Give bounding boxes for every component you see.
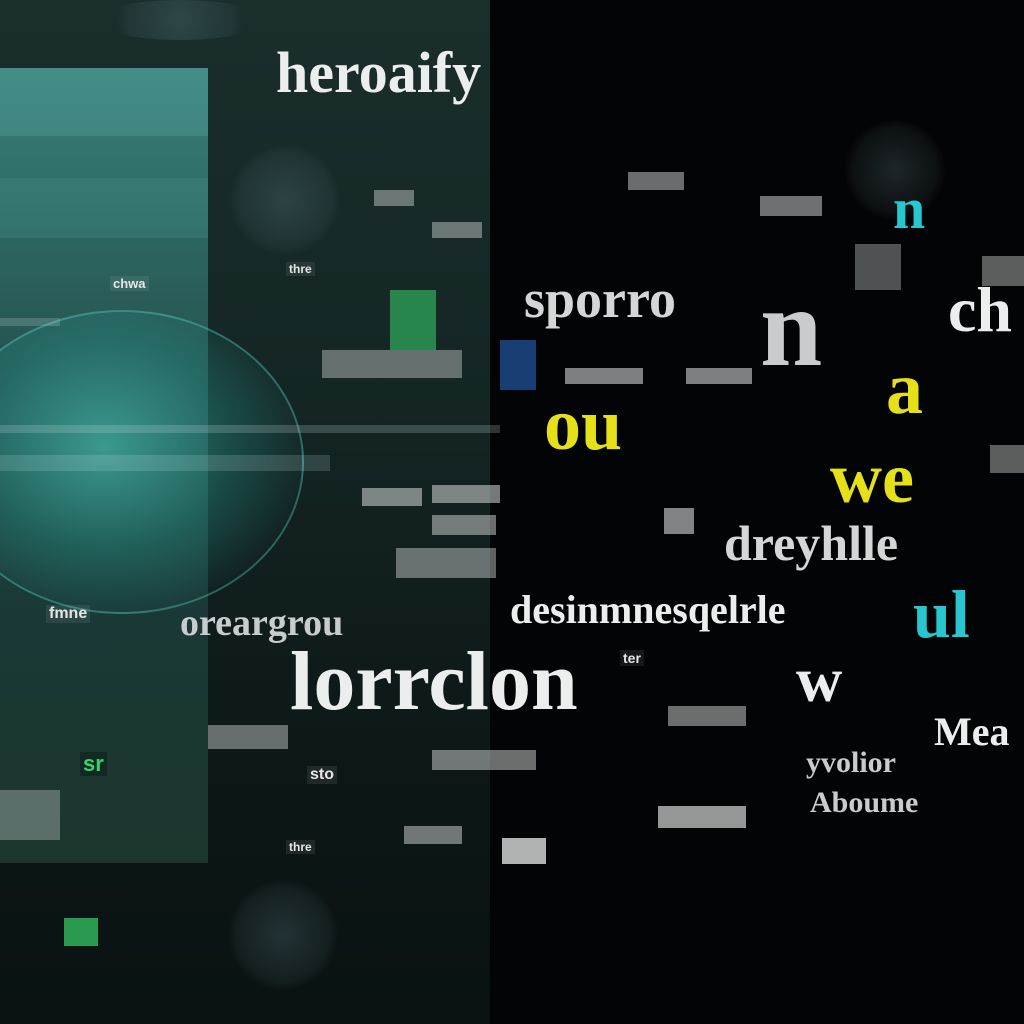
text-block xyxy=(362,488,422,506)
floating-word: we xyxy=(830,438,914,518)
floating-word: sporro xyxy=(524,269,677,329)
floating-word: desinmnesqelrle xyxy=(510,587,786,632)
text-fragment: sr xyxy=(80,752,107,776)
text-block xyxy=(855,244,901,290)
text-block xyxy=(208,725,288,749)
text-block xyxy=(565,368,643,384)
text-block xyxy=(502,838,546,864)
floating-word: yvolior xyxy=(806,746,896,779)
text-block xyxy=(0,790,60,840)
green-glow-block xyxy=(390,290,436,350)
text-fragment: ter xyxy=(620,650,644,666)
floating-word: oreargrou xyxy=(180,602,344,644)
screen-highlight-band xyxy=(0,68,208,136)
blue-glow-block xyxy=(500,340,536,390)
floating-word: Aboume xyxy=(810,786,919,819)
bokeh-light xyxy=(95,0,265,40)
bokeh-light xyxy=(230,145,340,255)
text-block xyxy=(432,222,482,238)
holographic-globe xyxy=(0,310,304,614)
floating-word: ch xyxy=(948,274,1012,345)
text-block xyxy=(374,190,414,206)
floating-word: ou xyxy=(544,384,623,466)
text-fragment: chwa xyxy=(110,276,149,291)
floating-word: dreyhlle xyxy=(724,515,899,571)
text-block xyxy=(658,806,746,828)
text-block xyxy=(432,750,536,770)
floating-word: lorrclon xyxy=(290,635,578,728)
text-block xyxy=(990,445,1024,473)
green-glow-block xyxy=(64,918,98,946)
text-block xyxy=(322,350,462,378)
scan-line xyxy=(0,318,60,326)
text-block xyxy=(982,256,1024,286)
text-fragment: sto xyxy=(307,766,337,784)
floating-word: heroaify xyxy=(276,40,482,105)
text-block xyxy=(432,515,496,535)
scan-line xyxy=(0,425,500,433)
bokeh-light xyxy=(228,880,338,990)
floating-word: Mea xyxy=(934,709,1010,754)
floating-word: n xyxy=(760,266,823,390)
text-block xyxy=(628,172,684,190)
text-block xyxy=(686,368,752,384)
text-fragment: thre xyxy=(286,840,315,854)
text-fragment: thre xyxy=(286,262,315,276)
screen-highlight-band xyxy=(0,178,208,238)
text-block xyxy=(760,196,822,216)
bokeh-light xyxy=(845,120,945,220)
text-fragment: fmne xyxy=(46,605,91,623)
floating-word: n xyxy=(893,176,926,241)
floating-word: w xyxy=(796,644,843,715)
text-block xyxy=(404,826,462,844)
floating-word: a xyxy=(886,348,923,430)
text-block xyxy=(432,485,500,503)
floating-word: ul xyxy=(913,576,970,652)
text-block xyxy=(396,548,496,578)
text-block xyxy=(668,706,746,726)
scan-line xyxy=(0,455,330,471)
text-block xyxy=(664,508,694,534)
